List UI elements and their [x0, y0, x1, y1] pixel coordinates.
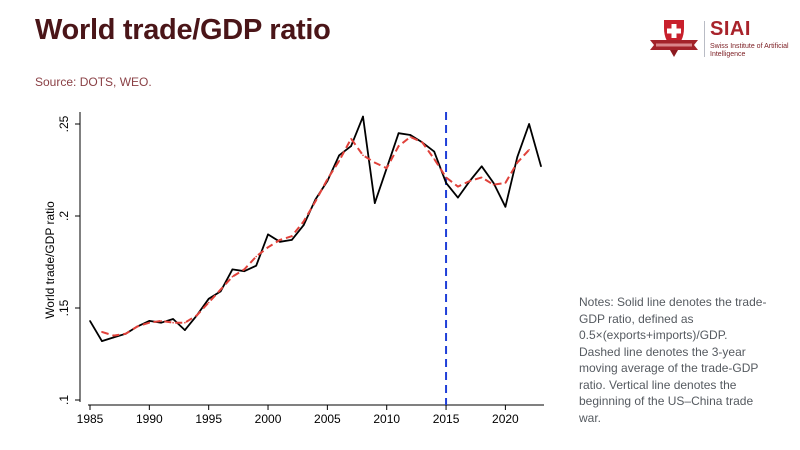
x-tick-label: 2000	[255, 412, 282, 426]
x-tick-label: 2010	[373, 412, 400, 426]
data-point-trade-gdp	[291, 239, 293, 241]
data-point-moving-average	[231, 275, 234, 278]
data-point-moving-average	[338, 160, 341, 162]
data-point-trade-gdp	[528, 123, 530, 125]
x-tick-label: 2020	[492, 412, 519, 426]
data-point-trade-gdp	[457, 196, 459, 199]
data-point-moving-average	[385, 167, 388, 169]
data-point-moving-average	[326, 178, 329, 180]
data-point-trade-gdp	[504, 206, 507, 208]
data-point-moving-average	[528, 149, 530, 151]
data-point-trade-gdp	[350, 145, 352, 147]
data-point-moving-average	[267, 246, 269, 249]
data-point-trade-gdp	[172, 318, 174, 320]
data-point-trade-gdp	[445, 182, 447, 184]
data-point-moving-average	[101, 331, 103, 333]
data-point-trade-gdp	[112, 336, 115, 339]
series-line-moving-average	[101, 135, 530, 337]
data-point-trade-gdp	[362, 115, 364, 118]
data-point-moving-average	[136, 325, 139, 328]
data-point-moving-average	[302, 220, 305, 223]
data-point-moving-average	[350, 137, 352, 140]
page-title: World trade/GDP ratio	[35, 14, 331, 46]
data-point-trade-gdp	[231, 268, 234, 271]
data-point-moving-average	[457, 185, 459, 188]
data-point-moving-average	[148, 321, 151, 324]
data-point-moving-average	[314, 200, 317, 203]
data-point-trade-gdp	[409, 134, 412, 136]
data-point-trade-gdp	[184, 329, 186, 331]
data-point-trade-gdp	[101, 340, 103, 342]
y-tick-label: .25	[57, 115, 71, 132]
data-point-trade-gdp	[89, 320, 91, 322]
data-point-trade-gdp	[338, 154, 341, 157]
data-point-trade-gdp	[267, 233, 269, 236]
y-tick-label: .2	[57, 211, 71, 221]
data-point-moving-average	[196, 314, 198, 317]
data-point-moving-average	[255, 255, 257, 258]
data-point-moving-average	[207, 301, 210, 304]
data-point-trade-gdp	[279, 241, 281, 243]
series-line-trade-gdp	[89, 115, 542, 343]
data-point-trade-gdp	[302, 224, 305, 226]
data-point-moving-average	[480, 176, 483, 179]
data-point-moving-average	[184, 321, 186, 324]
data-point-moving-average	[172, 321, 174, 324]
data-point-moving-average	[516, 161, 519, 164]
data-point-trade-gdp	[148, 320, 151, 322]
data-point-moving-average	[219, 288, 222, 291]
x-tick-label: 1985	[77, 412, 104, 426]
data-point-moving-average	[160, 320, 162, 322]
data-point-moving-average	[124, 333, 127, 335]
data-point-trade-gdp	[160, 321, 162, 324]
data-point-moving-average	[397, 145, 400, 147]
siai-logo: SIAI Swiss Institute of Artificial Intel…	[648, 18, 789, 62]
data-point-moving-average	[445, 176, 447, 179]
data-point-moving-average	[409, 136, 412, 138]
x-tick-label: 2015	[433, 412, 460, 426]
data-point-moving-average	[279, 239, 281, 241]
shield-icon	[650, 20, 698, 57]
data-point-trade-gdp	[374, 202, 376, 204]
data-point-moving-average	[112, 334, 115, 337]
chart-notes: Notes: Solid line denotes the trade-GDP …	[579, 295, 767, 425]
data-point-trade-gdp	[397, 132, 400, 134]
x-tick-label: 1990	[136, 412, 163, 426]
x-tick-label: 2005	[314, 412, 341, 426]
data-point-moving-average	[492, 183, 495, 186]
y-axis-title: World trade/GDP ratio	[43, 201, 57, 319]
data-point-moving-average	[291, 235, 293, 237]
source-note: Source: DOTS, WEO.	[35, 75, 152, 89]
data-point-moving-average	[421, 141, 424, 144]
data-point-moving-average	[362, 154, 364, 157]
logo-subtitle: Swiss Institute of Artificial Intelligen…	[710, 43, 789, 58]
data-point-trade-gdp	[516, 156, 519, 158]
data-point-trade-gdp	[433, 150, 436, 153]
data-point-moving-average	[243, 268, 246, 271]
y-tick-label: .1	[57, 395, 71, 405]
logo-name: SIAI	[710, 18, 751, 40]
data-point-moving-average	[504, 182, 507, 184]
data-point-trade-gdp	[492, 182, 495, 184]
data-point-moving-average	[469, 180, 471, 182]
data-point-trade-gdp	[255, 264, 257, 267]
data-point-moving-average	[433, 158, 436, 160]
logo-divider	[704, 21, 705, 57]
x-tick-label: 1995	[195, 412, 222, 426]
data-point-moving-average	[374, 161, 376, 164]
y-tick-label: .15	[57, 299, 71, 316]
data-point-trade-gdp	[540, 165, 542, 168]
data-point-trade-gdp	[480, 165, 483, 168]
data-point-trade-gdp	[207, 298, 210, 300]
